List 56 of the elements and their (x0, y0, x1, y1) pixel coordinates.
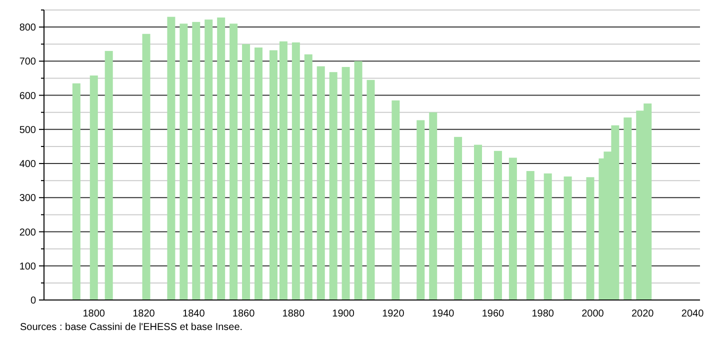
x-tick-label: 1980 (532, 308, 554, 320)
bar (429, 112, 438, 300)
source-note: Sources : base Cassini de l'EHESS et base Insee. (20, 322, 243, 333)
bar (494, 150, 502, 300)
y-tick-label: 100 (19, 261, 36, 272)
bar (269, 50, 278, 300)
x-tick-label: 1920 (382, 308, 405, 320)
bar (279, 41, 288, 300)
x-tick-label: 1840 (182, 308, 206, 320)
bar (90, 76, 98, 300)
bar (180, 24, 188, 300)
bar (254, 48, 262, 300)
y-tick-label: 600 (19, 90, 36, 102)
bar (329, 72, 338, 300)
bar (104, 50, 113, 300)
bar (354, 61, 362, 300)
x-tick-label: 1900 (332, 308, 355, 320)
bar (586, 177, 594, 300)
y-tick-label: 700 (19, 56, 36, 68)
y-tick-label: 500 (19, 124, 36, 136)
bar (526, 171, 534, 300)
bar (230, 24, 238, 300)
y-tick-label: 0 (30, 296, 36, 306)
bar (217, 18, 226, 300)
bar (304, 54, 312, 300)
bar (242, 44, 250, 300)
bar (167, 16, 176, 300)
x-tick-label: 1880 (282, 308, 305, 320)
y-tick-label: 800 (19, 22, 36, 34)
x-tick-label: 1860 (232, 308, 256, 320)
bar (342, 66, 350, 300)
bar (544, 173, 552, 300)
bar (316, 66, 325, 300)
bar (454, 136, 462, 300)
bar (204, 20, 213, 300)
bar (508, 158, 517, 300)
bar (292, 42, 300, 300)
x-tick-label: 2020 (632, 308, 654, 320)
y-tick-label: 200 (19, 227, 36, 238)
bar (192, 22, 200, 300)
bar (624, 117, 632, 300)
bar (474, 144, 482, 300)
x-tick-label: 2000 (582, 308, 604, 320)
bar (392, 100, 400, 300)
x-tick-label: 2040 (681, 308, 704, 320)
x-tick-label: 1960 (482, 308, 505, 320)
bar (72, 83, 80, 300)
bar (366, 80, 375, 300)
x-tick-label: 1820 (132, 308, 156, 320)
x-tick-label: 1800 (82, 308, 106, 320)
bar (564, 176, 572, 300)
y-tick-label: 300 (19, 193, 36, 204)
x-tick-label: 1940 (432, 308, 455, 320)
bar (416, 120, 425, 300)
y-tick-label: 400 (19, 159, 36, 170)
bar (142, 34, 150, 300)
